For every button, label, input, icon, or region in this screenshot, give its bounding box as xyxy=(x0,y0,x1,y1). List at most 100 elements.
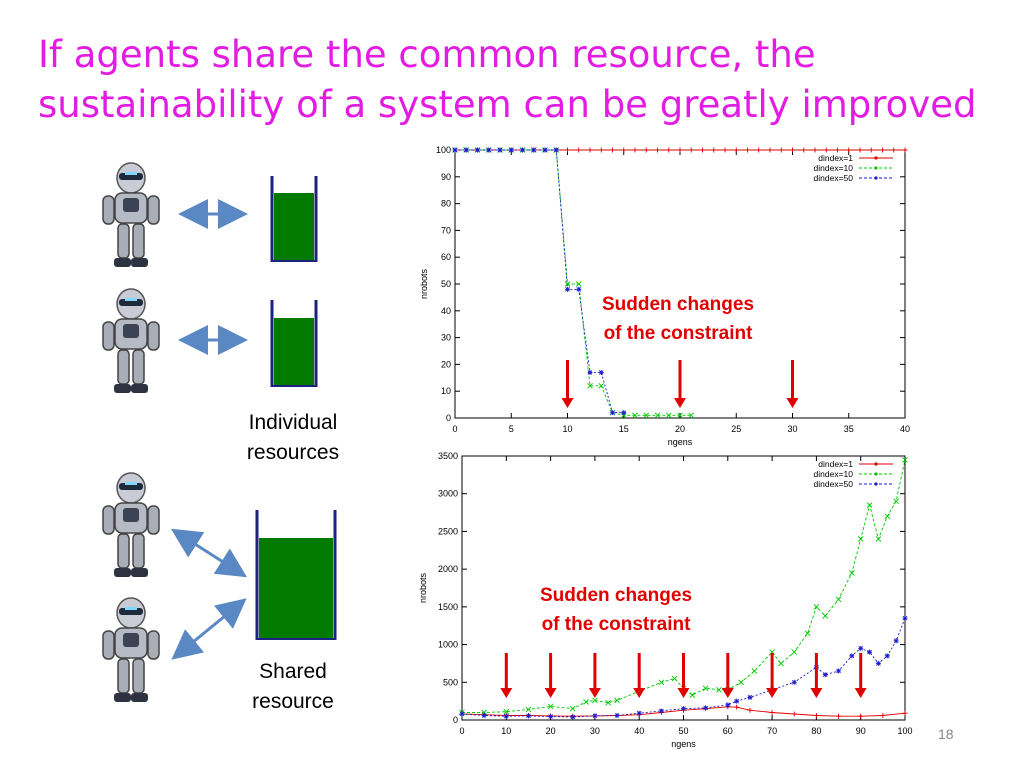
data-point xyxy=(801,147,807,153)
data-point xyxy=(655,147,660,153)
legend-label: dindex=10 xyxy=(814,469,854,479)
series-line xyxy=(455,149,624,414)
data-point xyxy=(722,147,728,153)
data-point xyxy=(587,369,593,375)
data-point xyxy=(632,147,638,153)
arrowhead-icon xyxy=(786,398,799,408)
arrowhead-icon xyxy=(677,688,690,698)
data-point xyxy=(745,147,750,153)
y-tick-label: 80 xyxy=(441,199,451,209)
data-point xyxy=(849,570,855,576)
individual-resource-container xyxy=(270,300,318,387)
arrowhead-icon xyxy=(810,688,823,698)
data-point xyxy=(689,692,696,698)
y-tick-label: 60 xyxy=(441,252,451,262)
data-point xyxy=(858,645,864,651)
data-point xyxy=(711,147,717,153)
data-point xyxy=(632,412,638,419)
data-point xyxy=(734,704,740,710)
data-point xyxy=(542,147,548,153)
data-point xyxy=(475,147,480,153)
chart-top: 0 5 10 15 20 25 30 35 40 0 10 20 30 40 50 60 70 80 90 100 ng… xyxy=(419,145,910,447)
data-point xyxy=(790,147,795,153)
data-point xyxy=(610,147,615,153)
individual-resource-container xyxy=(270,176,318,262)
data-point xyxy=(671,675,678,682)
data-point xyxy=(902,615,908,621)
data-point xyxy=(804,630,811,637)
data-point xyxy=(587,147,593,153)
data-point xyxy=(665,412,672,419)
data-point xyxy=(778,660,784,667)
data-point xyxy=(598,147,604,153)
legend-marker xyxy=(874,472,878,476)
data-point xyxy=(666,147,672,153)
arrowhead-icon xyxy=(766,688,779,698)
y-tick-label: 30 xyxy=(441,333,451,343)
data-point xyxy=(481,712,487,718)
x-tick-label: 100 xyxy=(897,726,912,736)
data-point xyxy=(553,147,559,153)
data-point xyxy=(835,596,842,603)
y-tick-label: 1500 xyxy=(438,602,458,612)
data-point xyxy=(822,613,829,619)
data-point xyxy=(688,147,694,153)
data-point xyxy=(700,147,705,153)
data-point xyxy=(677,147,683,153)
data-point xyxy=(503,713,509,719)
chart-bottom: 0 10 20 30 40 50 60 70 80 90 100050010001500200025… xyxy=(418,451,913,749)
x-tick-label: 30 xyxy=(590,726,600,736)
double-arrow-icon xyxy=(170,528,248,578)
x-tick-label: 50 xyxy=(678,726,688,736)
data-point xyxy=(547,703,554,710)
arrowhead-icon xyxy=(500,688,513,698)
data-point xyxy=(875,660,881,666)
arrowhead-icon xyxy=(721,688,734,698)
data-point xyxy=(486,147,492,153)
x-tick-label: 30 xyxy=(787,424,797,434)
robot-icon xyxy=(102,472,160,577)
data-point xyxy=(452,147,458,153)
data-point xyxy=(508,147,514,153)
data-point xyxy=(858,713,864,719)
data-point xyxy=(791,649,798,655)
x-tick-label: 15 xyxy=(619,424,629,434)
x-tick-label: 20 xyxy=(546,726,556,736)
legend-marker xyxy=(874,156,878,160)
y-tick-label: 100 xyxy=(436,145,451,155)
y-tick-label: 3500 xyxy=(438,451,458,461)
legend-marker xyxy=(874,482,878,486)
x-tick-label: 5 xyxy=(509,424,514,434)
data-point xyxy=(884,513,891,520)
x-tick-label: 25 xyxy=(731,424,741,434)
y-tick-label: 20 xyxy=(441,359,451,369)
data-point xyxy=(893,638,899,644)
data-point xyxy=(688,412,695,419)
page-number: 18 xyxy=(938,726,954,742)
data-point xyxy=(791,679,797,685)
data-point xyxy=(884,653,890,659)
data-point xyxy=(610,410,615,416)
data-point xyxy=(703,705,709,711)
y-tick-label: 3000 xyxy=(438,489,458,499)
x-tick-label: 35 xyxy=(844,424,854,434)
data-point xyxy=(497,147,503,153)
data-point xyxy=(875,536,882,542)
data-point xyxy=(769,649,775,655)
data-point xyxy=(868,147,874,153)
data-point xyxy=(620,412,627,419)
data-point xyxy=(747,694,753,700)
legend-marker xyxy=(874,166,878,170)
legend-label: dindex=10 xyxy=(814,163,854,173)
data-point xyxy=(902,456,908,463)
shared-resource-label: Shared resource xyxy=(252,660,334,713)
data-point xyxy=(751,668,758,674)
legend-marker xyxy=(874,462,878,466)
arrowhead-icon xyxy=(674,398,686,408)
data-point xyxy=(791,711,797,717)
legend-marker xyxy=(874,176,878,180)
data-point xyxy=(893,498,899,505)
data-point xyxy=(463,147,469,153)
arrowhead-icon xyxy=(544,688,557,698)
data-point xyxy=(769,709,775,715)
